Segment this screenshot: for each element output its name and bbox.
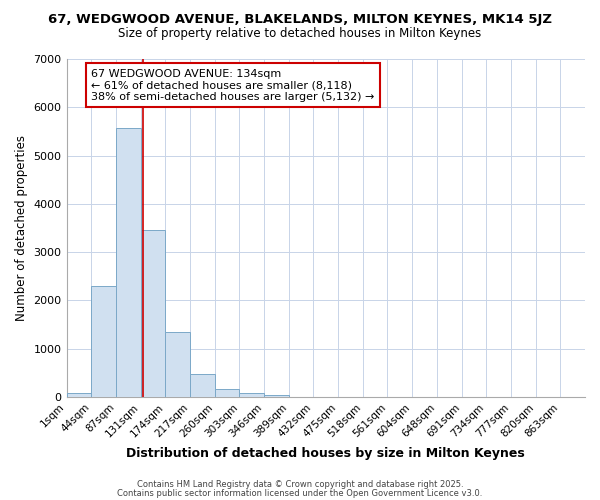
Text: 67 WEDGWOOD AVENUE: 134sqm
← 61% of detached houses are smaller (8,118)
38% of s: 67 WEDGWOOD AVENUE: 134sqm ← 61% of deta… (91, 68, 374, 102)
Text: Size of property relative to detached houses in Milton Keynes: Size of property relative to detached ho… (118, 28, 482, 40)
Bar (215, 389, 239, 397)
Bar (264, 394, 289, 397)
Bar (140, 230, 165, 397)
X-axis label: Distribution of detached houses by size in Milton Keynes: Distribution of detached houses by size … (127, 447, 525, 460)
Bar (67, 394, 91, 397)
Bar (91, 286, 116, 397)
Bar (165, 332, 190, 397)
Bar (190, 374, 215, 397)
Text: Contains public sector information licensed under the Open Government Licence v3: Contains public sector information licen… (118, 489, 482, 498)
Bar (239, 394, 264, 397)
Text: Contains HM Land Registry data © Crown copyright and database right 2025.: Contains HM Land Registry data © Crown c… (137, 480, 463, 489)
Bar (116, 128, 140, 397)
Text: 67, WEDGWOOD AVENUE, BLAKELANDS, MILTON KEYNES, MK14 5JZ: 67, WEDGWOOD AVENUE, BLAKELANDS, MILTON … (48, 12, 552, 26)
Y-axis label: Number of detached properties: Number of detached properties (15, 135, 28, 321)
